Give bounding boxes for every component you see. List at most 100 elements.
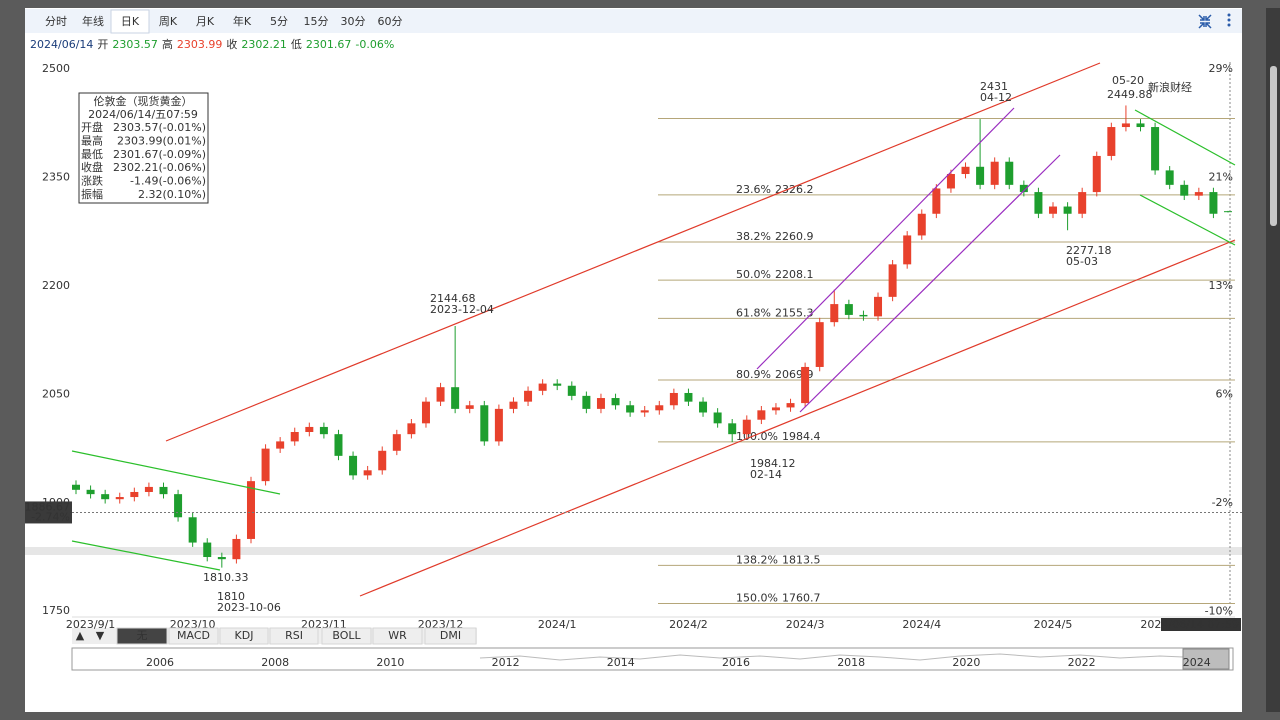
info-item: 低 (291, 38, 302, 51)
candle-body (509, 401, 518, 409)
candle-body (378, 450, 387, 471)
fib-price: 1813.5 (782, 553, 821, 566)
crosshair-change: -2.74% (31, 510, 70, 523)
indicator-tab-bg[interactable] (116, 627, 168, 645)
indicator-tab[interactable]: WR (388, 629, 407, 642)
candle-body (480, 405, 489, 442)
menu-dot[interactable] (1227, 18, 1231, 22)
candle-body (72, 484, 80, 490)
indicator-tab-bg[interactable] (168, 627, 219, 645)
menu-dot[interactable] (1227, 23, 1231, 27)
tab[interactable]: 15分 (304, 15, 329, 28)
tab[interactable]: 分时 (45, 15, 67, 28)
candle-body (188, 517, 197, 543)
indicator-tab-bg[interactable] (321, 627, 372, 645)
annotation: 2144.68 (430, 292, 476, 305)
candle-body (363, 470, 372, 476)
menu-icon[interactable] (1227, 13, 1231, 27)
info-item: 开 (97, 38, 108, 51)
indicator-tab[interactable]: RSI (285, 629, 303, 642)
navigator-year: 2010 (376, 656, 404, 669)
candle-body (1063, 206, 1072, 214)
tab[interactable]: 5分 (270, 15, 288, 28)
indicator-tab[interactable]: 无 (137, 629, 148, 642)
candle-body (159, 486, 168, 495)
trend-lines (71, 62, 1236, 597)
tab[interactable]: 月K (196, 15, 215, 28)
indicator-tab[interactable]: DMI (440, 629, 461, 642)
arrow-up[interactable]: ▲ (76, 629, 85, 642)
candle-body (1121, 123, 1130, 128)
info-item: 2301.67 (306, 38, 352, 51)
fib-label: 61.8% 2155.3 (736, 306, 813, 319)
navigator-year: 2022 (1068, 656, 1096, 669)
info-box (78, 92, 209, 204)
indicator-tab[interactable]: BOLL (332, 629, 361, 642)
candle-body (946, 174, 955, 189)
tab[interactable]: 年线 (82, 14, 104, 28)
arrow-down[interactable]: ▼ (96, 629, 105, 642)
fib-price: 1760.7 (782, 591, 821, 604)
tab[interactable]: 周K (159, 15, 178, 28)
annotation: 02-14 (750, 468, 782, 481)
candle-body (1209, 192, 1218, 214)
navigator-year: 2006 (146, 656, 174, 669)
candle-body (115, 497, 124, 500)
collapse-icon[interactable] (1198, 14, 1212, 29)
tab[interactable]: 年K (233, 14, 252, 28)
tab[interactable]: 日K (121, 15, 140, 28)
annotation: 1984.12 (750, 457, 796, 470)
candle-body (1078, 192, 1087, 214)
menu-dot[interactable] (1227, 13, 1231, 17)
info-row-value: 2.32(0.10%) (138, 188, 206, 201)
navigator (71, 647, 1234, 671)
candle-body (538, 383, 547, 391)
fib-price: 1984.4 (782, 430, 821, 443)
info-item: 2302.21 (241, 38, 287, 51)
indicator-tab-bg[interactable] (372, 627, 423, 645)
candle-body (101, 494, 110, 500)
fib-label: 150.0% 1760.7 (736, 591, 820, 604)
trend-line (165, 62, 1101, 442)
scroll-thumb[interactable] (1270, 66, 1277, 226)
candle-body (1194, 192, 1203, 196)
candle-body (757, 410, 766, 420)
candle-body (1092, 155, 1101, 193)
collapse-glyph[interactable] (1198, 14, 1212, 29)
fib-ratio: 38.2% (736, 230, 771, 243)
annotation: 2449.88 (1107, 88, 1153, 101)
info-title: 伦敦金（现货黄金） (94, 94, 193, 108)
indicator-tab-bg[interactable] (424, 627, 477, 645)
trend-line (359, 239, 1236, 597)
navigator-history (479, 653, 1184, 661)
candle-body (524, 390, 533, 402)
indicator-tab-bg[interactable] (219, 627, 269, 645)
x-tick-label: 2024/5 (1034, 618, 1073, 631)
tab-selected[interactable] (110, 9, 150, 34)
candle-body (742, 419, 751, 435)
candle-body (407, 423, 416, 435)
info-row-value: -1.49(-0.06%) (130, 175, 206, 188)
candle-body (1049, 206, 1058, 214)
tab[interactable]: 30分 (341, 15, 366, 28)
candle-body (305, 426, 314, 432)
tab[interactable]: 60分 (378, 15, 403, 28)
trend-line (1139, 194, 1236, 246)
candle-body (844, 304, 853, 315)
indicator-tab[interactable]: KDJ (235, 629, 254, 642)
candle-body (859, 314, 868, 317)
navigator-range[interactable] (1182, 648, 1230, 670)
fib-ratio: 150.0% (736, 591, 778, 604)
indicator-tab[interactable]: MACD (177, 629, 210, 642)
navigator-year: 2018 (837, 656, 865, 669)
candle-body (815, 322, 824, 367)
indicator-tab-bg[interactable] (269, 627, 319, 645)
candle-body (174, 494, 183, 518)
candle-body (669, 392, 678, 406)
candle-body (874, 296, 883, 317)
candle-body (465, 405, 474, 409)
candle-body (203, 542, 212, 558)
fib-ratio: 23.6% (736, 183, 771, 196)
annotation: 05-03 (1066, 255, 1098, 268)
